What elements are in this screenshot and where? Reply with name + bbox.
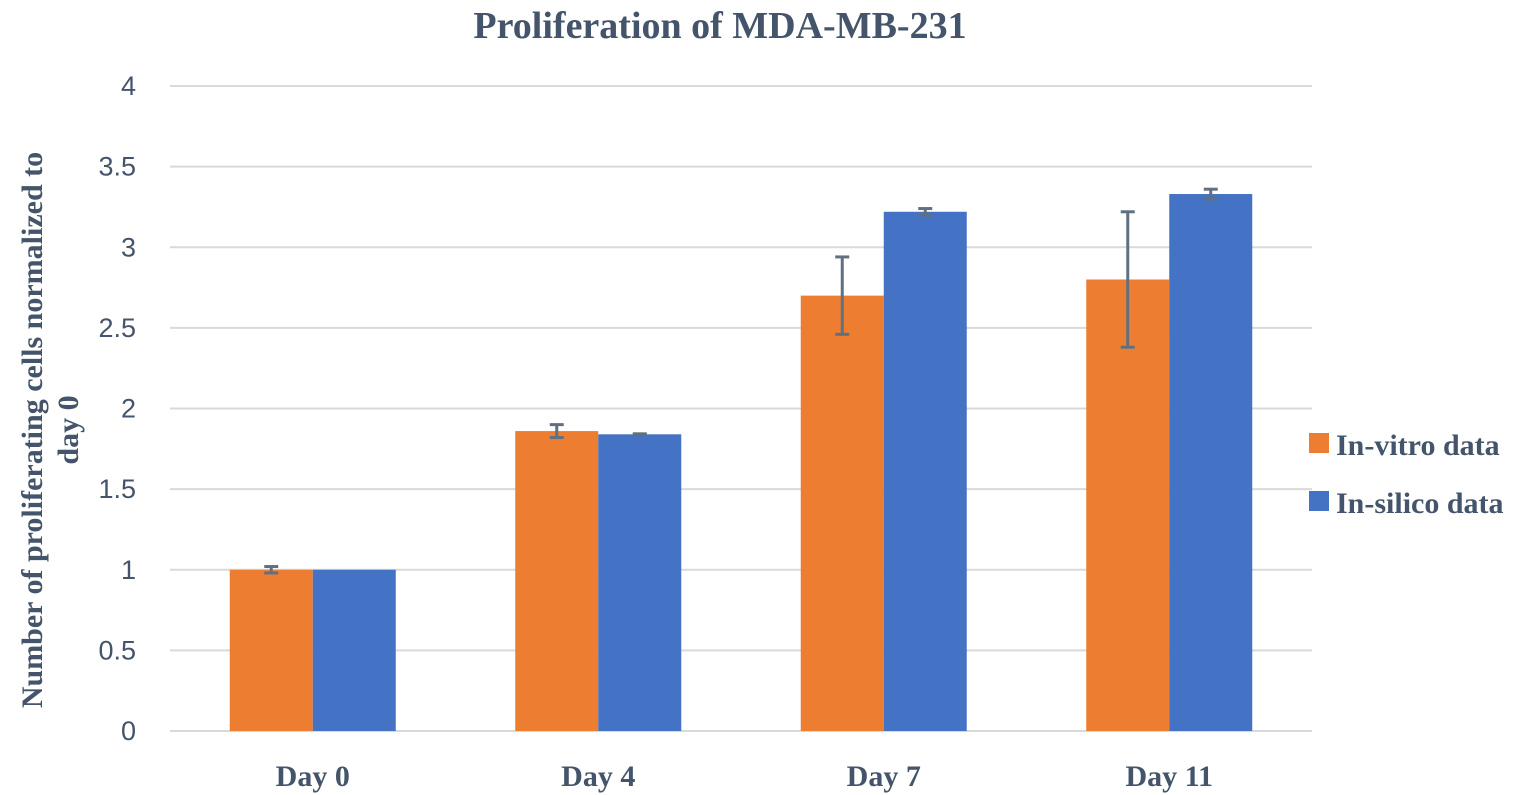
y-axis-label-line-1: Number of proliferating cells normalized…: [16, 152, 49, 708]
error-bar-1-1: [632, 432, 647, 437]
legend-swatch-in-silico: [1309, 491, 1329, 511]
error-bar-0-0: [264, 565, 279, 575]
bar-in-vitro-data-day-0: [229, 569, 313, 731]
error-bars: [264, 187, 1218, 575]
chart-title: Proliferation of MDA-MB-231: [473, 5, 966, 47]
y-tick-label: 3.5: [98, 152, 136, 182]
error-bar-0-2: [835, 255, 850, 336]
error-bar-1-2: [918, 207, 933, 217]
y-tick-label: 0: [121, 716, 136, 746]
legend-label-in-vitro: In-vitro data: [1336, 429, 1500, 462]
error-bar-0-3: [1120, 210, 1135, 349]
bar-in-vitro-data-day-7: [800, 295, 884, 731]
legend-label-in-silico: In-silico data: [1336, 487, 1504, 520]
legend: In-vitro data In-silico data: [1309, 429, 1504, 520]
legend-swatch-in-vitro: [1309, 433, 1329, 453]
bar-in-silico-data-day-0: [312, 569, 396, 731]
bar-in-vitro-data-day-11: [1086, 279, 1170, 731]
bar-in-vitro-data-day-4: [515, 431, 599, 731]
y-tick-label: 0.5: [98, 635, 136, 665]
bar-in-silico-data-day-7: [883, 211, 967, 731]
x-axis-ticks: Day 0 Day 4 Day 7 Day 11: [276, 760, 1213, 793]
error-bar-0-1: [549, 423, 564, 440]
y-axis-ticks: 0 0.5 1 1.5 2 2.5 3 3.5 4: [98, 71, 136, 746]
y-tick-label: 1: [121, 555, 136, 585]
x-tick-label: Day 11: [1125, 760, 1213, 793]
x-tick-label: Day 0: [276, 760, 350, 793]
y-tick-label: 3: [121, 232, 136, 262]
bars: [229, 194, 1253, 732]
y-tick-label: 2: [121, 394, 136, 424]
y-tick-label: 4: [121, 71, 136, 101]
x-tick-label: Day 4: [561, 760, 635, 793]
bar-in-silico-data-day-4: [598, 434, 682, 731]
y-tick-label: 1.5: [98, 474, 136, 504]
y-tick-label: 2.5: [98, 313, 136, 343]
y-axis-label: Number of proliferating cells normalized…: [16, 152, 85, 708]
bar-in-silico-data-day-11: [1169, 194, 1253, 732]
error-bar-1-3: [1203, 187, 1218, 201]
x-tick-label: Day 7: [847, 760, 921, 793]
y-axis-label-line-2: day 0: [52, 395, 85, 464]
